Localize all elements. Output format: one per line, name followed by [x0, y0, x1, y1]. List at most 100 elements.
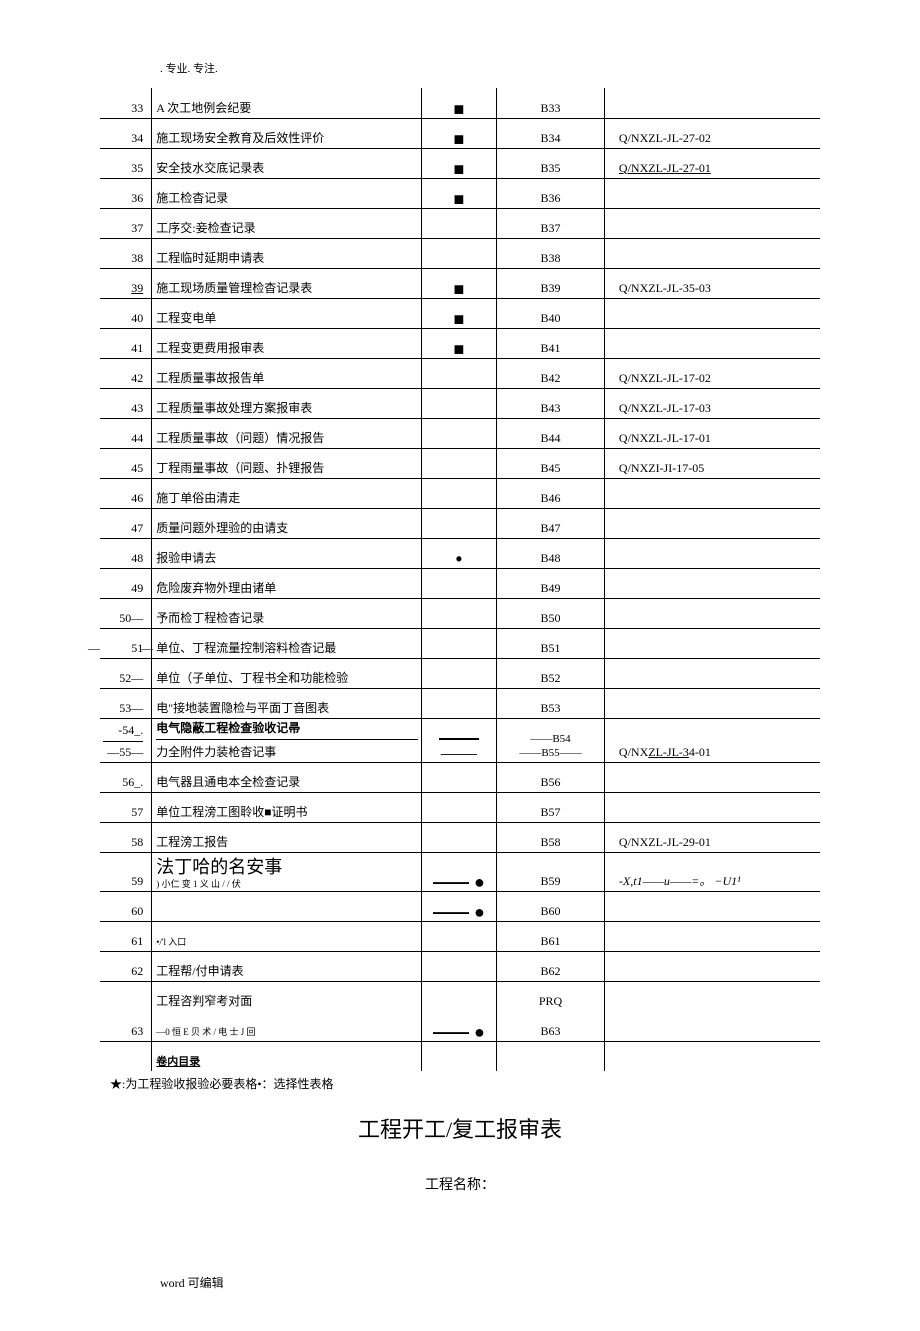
table-row: 51单位、丁程流量控制溶料检杳记最 B51: [100, 628, 820, 658]
row-code: [497, 1041, 605, 1071]
row-description: 施工检杳记录: [152, 178, 421, 208]
header-text: . 专业. 专注.: [160, 60, 820, 76]
table-row: 卷内目录: [100, 1041, 820, 1071]
table-row: 36施工检杳记录■B36: [100, 178, 820, 208]
row-marker: [421, 762, 496, 792]
row-number: 35: [100, 148, 152, 178]
row-ref: [604, 508, 820, 538]
row-marker: ■: [421, 298, 496, 328]
row-marker: [421, 628, 496, 658]
row-description: 丁程雨量事故（问题、扑锂报告: [152, 448, 421, 478]
row-code: B34: [497, 118, 605, 148]
row-description: 工程变更费用报审表: [152, 328, 421, 358]
main-table: 33A 次工地例会纪要■B3334施工现场安全教育及后效性评价■B34Q/NXZ…: [100, 88, 820, 1071]
row-ref: Q/NXZL-JL-27-02: [604, 118, 820, 148]
row-number: 62: [100, 951, 152, 981]
row-code: PRQ: [497, 981, 605, 1011]
row-description: 电气器且通电本全检查记录: [152, 762, 421, 792]
row-marker: [421, 418, 496, 448]
row-ref: [604, 951, 820, 981]
row-number: 61: [100, 921, 152, 951]
row-code: B48: [497, 538, 605, 568]
row-code: ——B54——B55——: [497, 718, 605, 762]
row-marker: •: [421, 538, 496, 568]
row-code: B52: [497, 658, 605, 688]
row-description: —0 恒 E 贝 术 / 电 士 J 回: [152, 1011, 421, 1041]
row-code: B42: [497, 358, 605, 388]
row-ref: [604, 88, 820, 118]
row-marker: ■: [421, 268, 496, 298]
table-row: 43工程质量事故处理方案报审表B43Q/NXZL-JL-17-03: [100, 388, 820, 418]
table-row: 62工程帮/付申请表 B62: [100, 951, 820, 981]
row-marker: [421, 508, 496, 538]
table-row-merged: -54_.—55—电气隐蔽工程检查验收记帚力全附件力装枪杳记事————B54——…: [100, 718, 820, 762]
table-row: 56_.电气器且通电本全检查记录B56: [100, 762, 820, 792]
row-ref: Q/NXZL-JL-34-01: [604, 718, 820, 762]
row-ref: [604, 598, 820, 628]
row-description: [152, 891, 421, 921]
table-row: 33A 次工地例会纪要■B33: [100, 88, 820, 118]
row-description: 工程质量事故处理方案报审表: [152, 388, 421, 418]
row-marker: [421, 358, 496, 388]
row-number: 39: [100, 268, 152, 298]
row-description: •/'l 入口: [152, 921, 421, 951]
row-description: 电"接地装置隐检与平面丁音图表: [152, 688, 421, 718]
row-code: B49: [497, 568, 605, 598]
row-marker: —— ●: [421, 891, 496, 921]
main-title: 工程开工/复工报审表: [100, 1112, 820, 1144]
row-description: 单位、丁程流量控制溶料检杳记最: [152, 628, 421, 658]
row-description: 工程质量事故报告单: [152, 358, 421, 388]
row-number: 49: [100, 568, 152, 598]
row-ref: [604, 238, 820, 268]
row-number: 40: [100, 298, 152, 328]
row-number: [100, 981, 152, 1011]
table-row: 61•/'l 入口B61: [100, 921, 820, 951]
sub-title: 工程名称：: [100, 1174, 820, 1194]
row-code: B39: [497, 268, 605, 298]
row-description: 施丁单俗由清走: [152, 478, 421, 508]
row-code: B47: [497, 508, 605, 538]
row-number: 60: [100, 891, 152, 921]
row-marker: [421, 921, 496, 951]
row-marker: [421, 658, 496, 688]
row-marker: ■: [421, 148, 496, 178]
row-number: 47: [100, 508, 152, 538]
row-number: 52—: [100, 658, 152, 688]
row-number: 48: [100, 538, 152, 568]
row-marker: [421, 688, 496, 718]
row-code: B63: [497, 1011, 605, 1041]
row-ref: -X,t1——u——=。 −U1¹: [604, 852, 820, 891]
row-description: 工程质量事故（问题）情况报告: [152, 418, 421, 448]
row-description: 施工现场质量管理检杳记录表: [152, 268, 421, 298]
table-row: 35安全技水交底记录表■B35Q/NXZL-JL-27-01: [100, 148, 820, 178]
table-row: 38工程临时延期申请表B38: [100, 238, 820, 268]
row-description: 工程帮/付申请表: [152, 951, 421, 981]
row-marker: [421, 448, 496, 478]
table-row: 45丁程雨量事故（问题、扑锂报告B45Q/NXZI-JI-17-05: [100, 448, 820, 478]
row-marker: ——: [421, 718, 496, 762]
table-row: 47质量问题外理验的由请支B47: [100, 508, 820, 538]
row-ref: [604, 298, 820, 328]
table-row: 48报验申请去•B48: [100, 538, 820, 568]
table-row: 57单位工程滂工图聆收■证明书B57: [100, 792, 820, 822]
table-row: 59法丁哈的名安事) 小仁 变 1 义 山 / / 伏—— ●B59-X,t1—…: [100, 852, 820, 891]
row-description: 安全技水交底记录表: [152, 148, 421, 178]
row-marker: —— ●: [421, 852, 496, 891]
row-description: 单位工程滂工图聆收■证明书: [152, 792, 421, 822]
row-description: 工程咨判窄考对面: [152, 981, 421, 1011]
row-code: B50: [497, 598, 605, 628]
row-marker: ■: [421, 328, 496, 358]
row-marker: ■: [421, 88, 496, 118]
row-ref: [604, 688, 820, 718]
row-marker: [421, 822, 496, 852]
row-ref: [604, 478, 820, 508]
row-ref: [604, 921, 820, 951]
row-code: B46: [497, 478, 605, 508]
row-number: 51: [100, 628, 152, 658]
table-row: 40工程变电单■B40: [100, 298, 820, 328]
row-ref: [604, 762, 820, 792]
row-code: B62: [497, 951, 605, 981]
table-row: 工程咨判窄考对面 PRQ: [100, 981, 820, 1011]
row-code: B51: [497, 628, 605, 658]
row-marker: [421, 792, 496, 822]
